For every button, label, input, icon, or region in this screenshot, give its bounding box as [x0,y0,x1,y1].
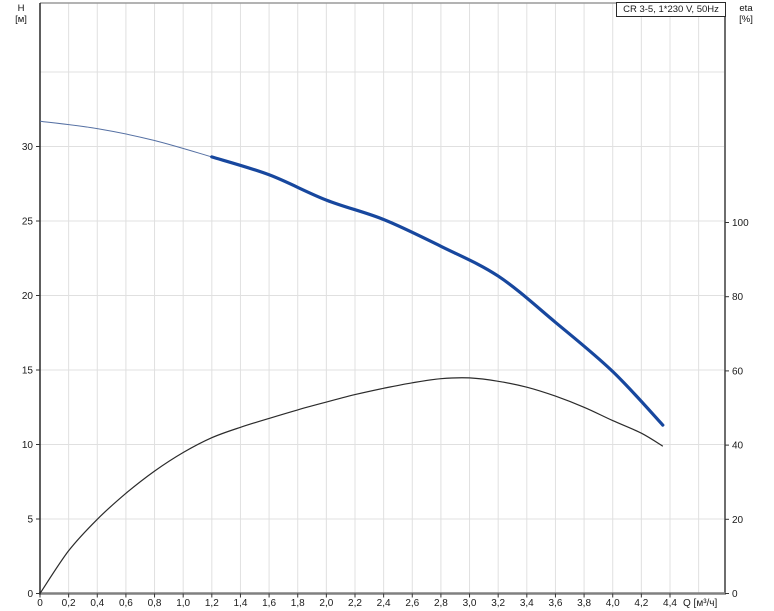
x-tick-label: 2,6 [405,598,419,609]
x-tick-label: 3,0 [463,598,477,609]
x-tick-label: 2,0 [319,598,333,609]
x-tick-label: 4,4 [663,598,677,609]
x-tick-label: 2,4 [377,598,391,609]
y-left-tick-label: 5 [27,515,33,526]
y-left-tick-label: 10 [22,440,34,451]
y-left-axis-unit: [м] [15,14,27,25]
y-left-tick-label: 15 [22,366,34,377]
y-left-axis-title: H [м] [6,3,36,25]
x-tick-label: 0,2 [62,598,76,609]
x-tick-label: 0,8 [148,598,162,609]
y-right-axis-unit: [%] [739,14,753,25]
chart-title-box: CR 3-5, 1*230 V, 50Hz [616,2,726,17]
x-axis-unit-label: Q [м³/ч] [683,598,718,609]
y-right-axis-title: eta [%] [729,3,763,25]
x-tick-label: 3,6 [548,598,562,609]
efficiency-curve [39,377,664,594]
x-tick-label: 3,4 [520,598,534,609]
x-tick-label: 2,2 [348,598,362,609]
x-tick-label: 4,2 [634,598,648,609]
y-left-axis-quantity: H [17,3,25,14]
x-tick-label: 1,0 [176,598,190,609]
y-right-tick-label: 20 [732,515,744,526]
y-right-tick-label: 60 [732,366,744,377]
y-right-tick-label: 80 [732,292,744,303]
y-left-tick-label: 25 [22,217,34,228]
y-left-tick-label: 0 [27,589,33,600]
x-tick-label: 3,8 [577,598,591,609]
y-right-tick-label: 100 [732,218,749,229]
head-curve-thin-segment [39,120,212,158]
x-tick-label: 2,8 [434,598,448,609]
y-right-axis-quantity: eta [739,3,753,14]
x-tick-label: 0,4 [90,598,104,609]
x-tick-label: 1,8 [291,598,305,609]
x-tick-label: 0,6 [119,598,133,609]
head-curve [210,155,665,427]
y-left-tick-label: 30 [22,142,34,153]
x-tick-label: 1,6 [262,598,276,609]
y-right-tick-label: 40 [732,441,744,452]
x-tick-label: 1,4 [233,598,247,609]
y-left-tick-label: 20 [22,291,34,302]
y-right-tick-label: 0 [732,589,738,600]
x-tick-label: 0 [37,598,43,609]
x-tick-label: 1,2 [205,598,219,609]
x-tick-label: 4,0 [606,598,620,609]
x-tick-label: 3,2 [491,598,505,609]
